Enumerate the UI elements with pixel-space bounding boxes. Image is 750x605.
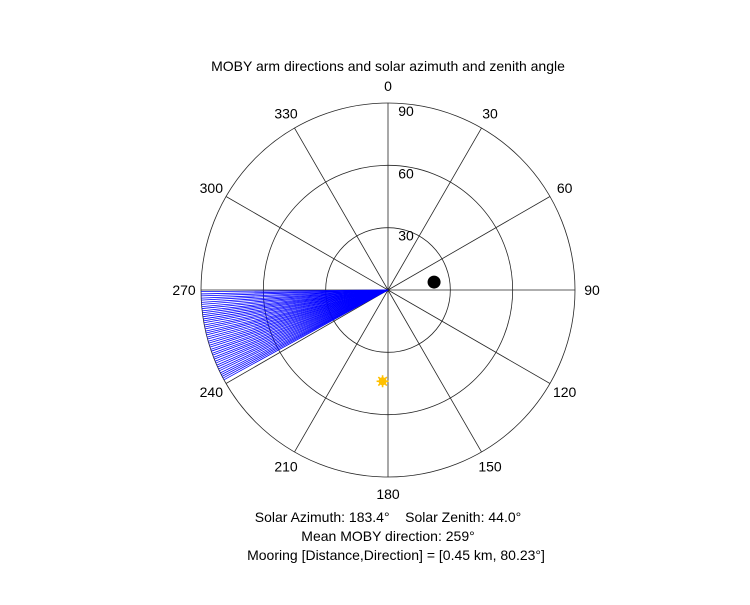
grid-spoke-300 [225, 196, 389, 291]
theta-tick-label-150: 150 [478, 459, 502, 475]
theta-tick-label-30: 30 [482, 105, 498, 121]
label-layer: 0 30 60 90 120 150 180 210 240 270 300 330 30 60 90 [172, 78, 600, 502]
theta-tick-label-120: 120 [553, 384, 577, 400]
polar-grid [200, 102, 576, 478]
grid-spoke-30 [387, 127, 482, 291]
grid-spoke-60 [387, 196, 551, 291]
r-tick-label-90: 90 [398, 103, 414, 119]
data-layer [201, 275, 441, 388]
mooring-marker [427, 275, 441, 289]
grid-spoke-330 [294, 127, 389, 291]
chart-title: MOBY arm directions and solar azimuth an… [211, 58, 565, 74]
theta-tick-label-0: 0 [384, 78, 392, 94]
grid-spoke-240 [225, 289, 389, 384]
sun-marker [376, 375, 389, 388]
r-tick-label-60: 60 [398, 165, 414, 181]
grid-spoke-150 [387, 289, 482, 453]
theta-tick-label-60: 60 [557, 180, 573, 196]
r-tick-label-30: 30 [398, 228, 414, 244]
theta-tick-label-180: 180 [376, 486, 400, 502]
theta-tick-label-270: 270 [172, 282, 196, 298]
grid-spoke-120 [387, 289, 551, 384]
theta-tick-label-210: 210 [274, 459, 298, 475]
theta-tick-label-90: 90 [584, 282, 600, 298]
theta-tick-label-330: 330 [274, 105, 298, 121]
caption-mean-direction: Mean MOBY direction: 259° [301, 528, 474, 544]
caption-mooring: Mooring [Distance,Direction] = [0.45 km,… [247, 547, 545, 563]
theta-tick-label-300: 300 [200, 180, 224, 196]
theta-tick-label-240: 240 [200, 384, 224, 400]
moby-arm-line-44 [223, 289, 389, 381]
grid-spoke-210 [294, 289, 389, 453]
caption-solar: Solar Azimuth: 183.4° Solar Zenith: 44.0… [255, 509, 521, 525]
